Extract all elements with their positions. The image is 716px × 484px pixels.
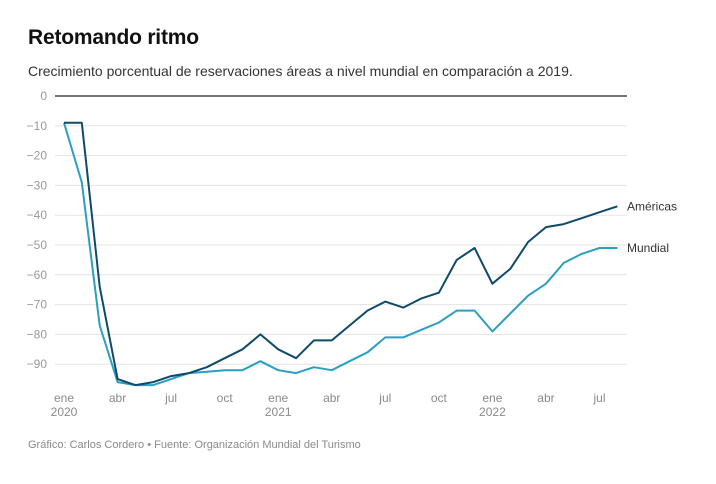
y-tick-label: −70 [27, 298, 48, 312]
x-tick-label: jul [164, 391, 177, 405]
series-line-mundial [63, 122, 618, 387]
y-tick-label: 0 [40, 89, 47, 103]
y-tick-label: −40 [27, 208, 48, 222]
y-tick-label: −10 [27, 119, 48, 133]
y-tick-label: −80 [27, 327, 48, 341]
x-tick-year: 2020 [51, 405, 78, 419]
y-tick-label: −60 [27, 268, 48, 282]
series-label: Mundial [627, 241, 669, 255]
y-tick-label: −30 [27, 178, 48, 192]
chart-footer: Gráfico: Carlos Cordero • Fuente: Organi… [28, 439, 361, 451]
x-tick-year: 2021 [265, 405, 292, 419]
x-tick-label: oct [431, 391, 448, 405]
x-tick-label: ene [482, 391, 502, 405]
x-tick-label: jul [592, 391, 605, 405]
x-tick-label: ene [268, 391, 288, 405]
x-tick-label: jul [378, 391, 391, 405]
x-tick-label: oct [217, 391, 234, 405]
x-tick-year: 2022 [479, 405, 506, 419]
x-tick-label: abr [537, 391, 554, 405]
x-tick-label: ene [54, 391, 74, 405]
x-tick-label: abr [323, 391, 340, 405]
chart-title: Retomando ritmo [28, 26, 199, 49]
x-tick-label: abr [109, 391, 126, 405]
series-line-americas [64, 121, 618, 387]
y-tick-label: −90 [27, 357, 48, 371]
series-label: Américas [627, 199, 677, 213]
chart-subtitle: Crecimiento porcentual de reservaciones … [28, 63, 573, 79]
y-tick-label: −50 [27, 238, 48, 252]
y-tick-label: −20 [27, 149, 48, 163]
